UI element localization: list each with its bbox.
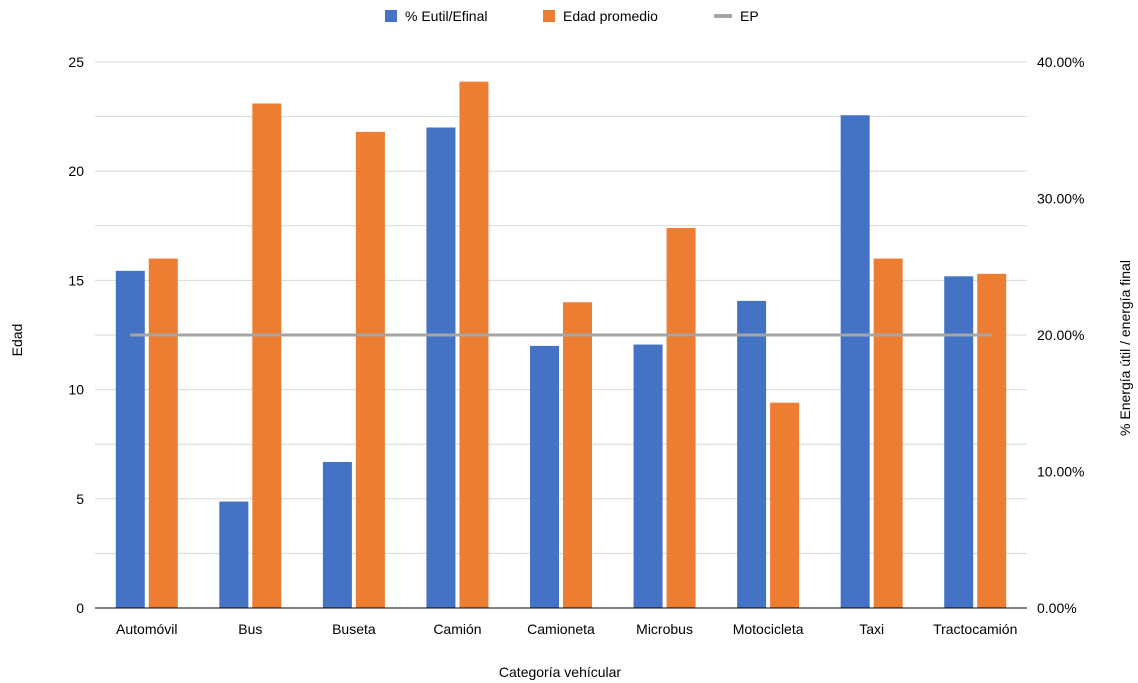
y-tick-label: 10 <box>68 382 84 398</box>
bar-eutil-6 <box>737 300 767 608</box>
y-axis-title: Edad <box>9 324 25 357</box>
y2-tick-label: 40.00% <box>1037 54 1084 70</box>
bar-eutil-5 <box>633 344 663 608</box>
y2-tick-label: 0.00% <box>1037 600 1077 616</box>
x-tick-label: Automóvil <box>116 621 177 637</box>
y2-tick-label: 10.00% <box>1037 464 1084 480</box>
x-tick-label: Microbus <box>636 621 693 637</box>
right-axis-ticks: 0.00% 10.00% 20.00% 30.00% 40.00% <box>1037 54 1084 616</box>
bar-edad-6 <box>770 402 800 608</box>
bar-edad-1 <box>252 103 282 608</box>
x-axis-title: Categoría vehícular <box>499 664 622 680</box>
bar-edad-0 <box>148 258 178 608</box>
x-tick-label: Camión <box>433 621 481 637</box>
bar-edad-7 <box>873 258 903 608</box>
bar-eutil-2 <box>322 461 352 608</box>
y-tick-label: 0 <box>76 600 84 616</box>
x-tick-label: Camioneta <box>527 621 595 637</box>
y-tick-label: 15 <box>68 272 84 288</box>
y-tick-label: 5 <box>76 491 84 507</box>
legend-swatch-edad <box>543 10 555 22</box>
bar-edad-8 <box>977 273 1007 608</box>
y2-axis-title: % Energía útil / energía final <box>1117 260 1133 436</box>
x-tick-label: Taxi <box>859 621 884 637</box>
bar-eutil-8 <box>944 276 974 608</box>
bar-edad-5 <box>666 227 696 608</box>
y2-tick-label: 20.00% <box>1037 327 1084 343</box>
x-tick-label: Tractocamión <box>933 621 1017 637</box>
legend: % Eutil/Efinal Edad promedio EP <box>385 8 759 24</box>
bar-eutil-7 <box>840 115 870 609</box>
legend-label-ep: EP <box>740 8 759 24</box>
bar-edad-2 <box>355 131 385 608</box>
y-tick-label: 25 <box>68 54 84 70</box>
legend-label-edad: Edad promedio <box>563 8 658 24</box>
bar-eutil-3 <box>426 127 456 609</box>
bar-eutil-0 <box>115 270 145 608</box>
bar-eutil-4 <box>530 345 559 608</box>
x-tick-label: Motocicleta <box>733 621 804 637</box>
left-axis-ticks: 0 5 10 15 20 25 <box>68 54 84 616</box>
category-axis-ticks: Automóvil Bus Buseta Camión Camioneta Microbu… <box>116 621 1017 637</box>
y2-tick-label: 30.00% <box>1037 191 1084 207</box>
x-tick-label: Buseta <box>332 621 376 637</box>
bars <box>115 81 1007 609</box>
bar-edad-3 <box>459 81 489 608</box>
legend-swatch-eutil <box>385 10 397 22</box>
bar-eutil-1 <box>219 501 249 608</box>
x-tick-label: Bus <box>238 621 262 637</box>
legend-swatch-ep <box>714 14 732 18</box>
bar-edad-4 <box>563 302 592 608</box>
legend-label-eutil: % Eutil/Efinal <box>405 8 487 24</box>
y-tick-label: 20 <box>68 163 84 179</box>
